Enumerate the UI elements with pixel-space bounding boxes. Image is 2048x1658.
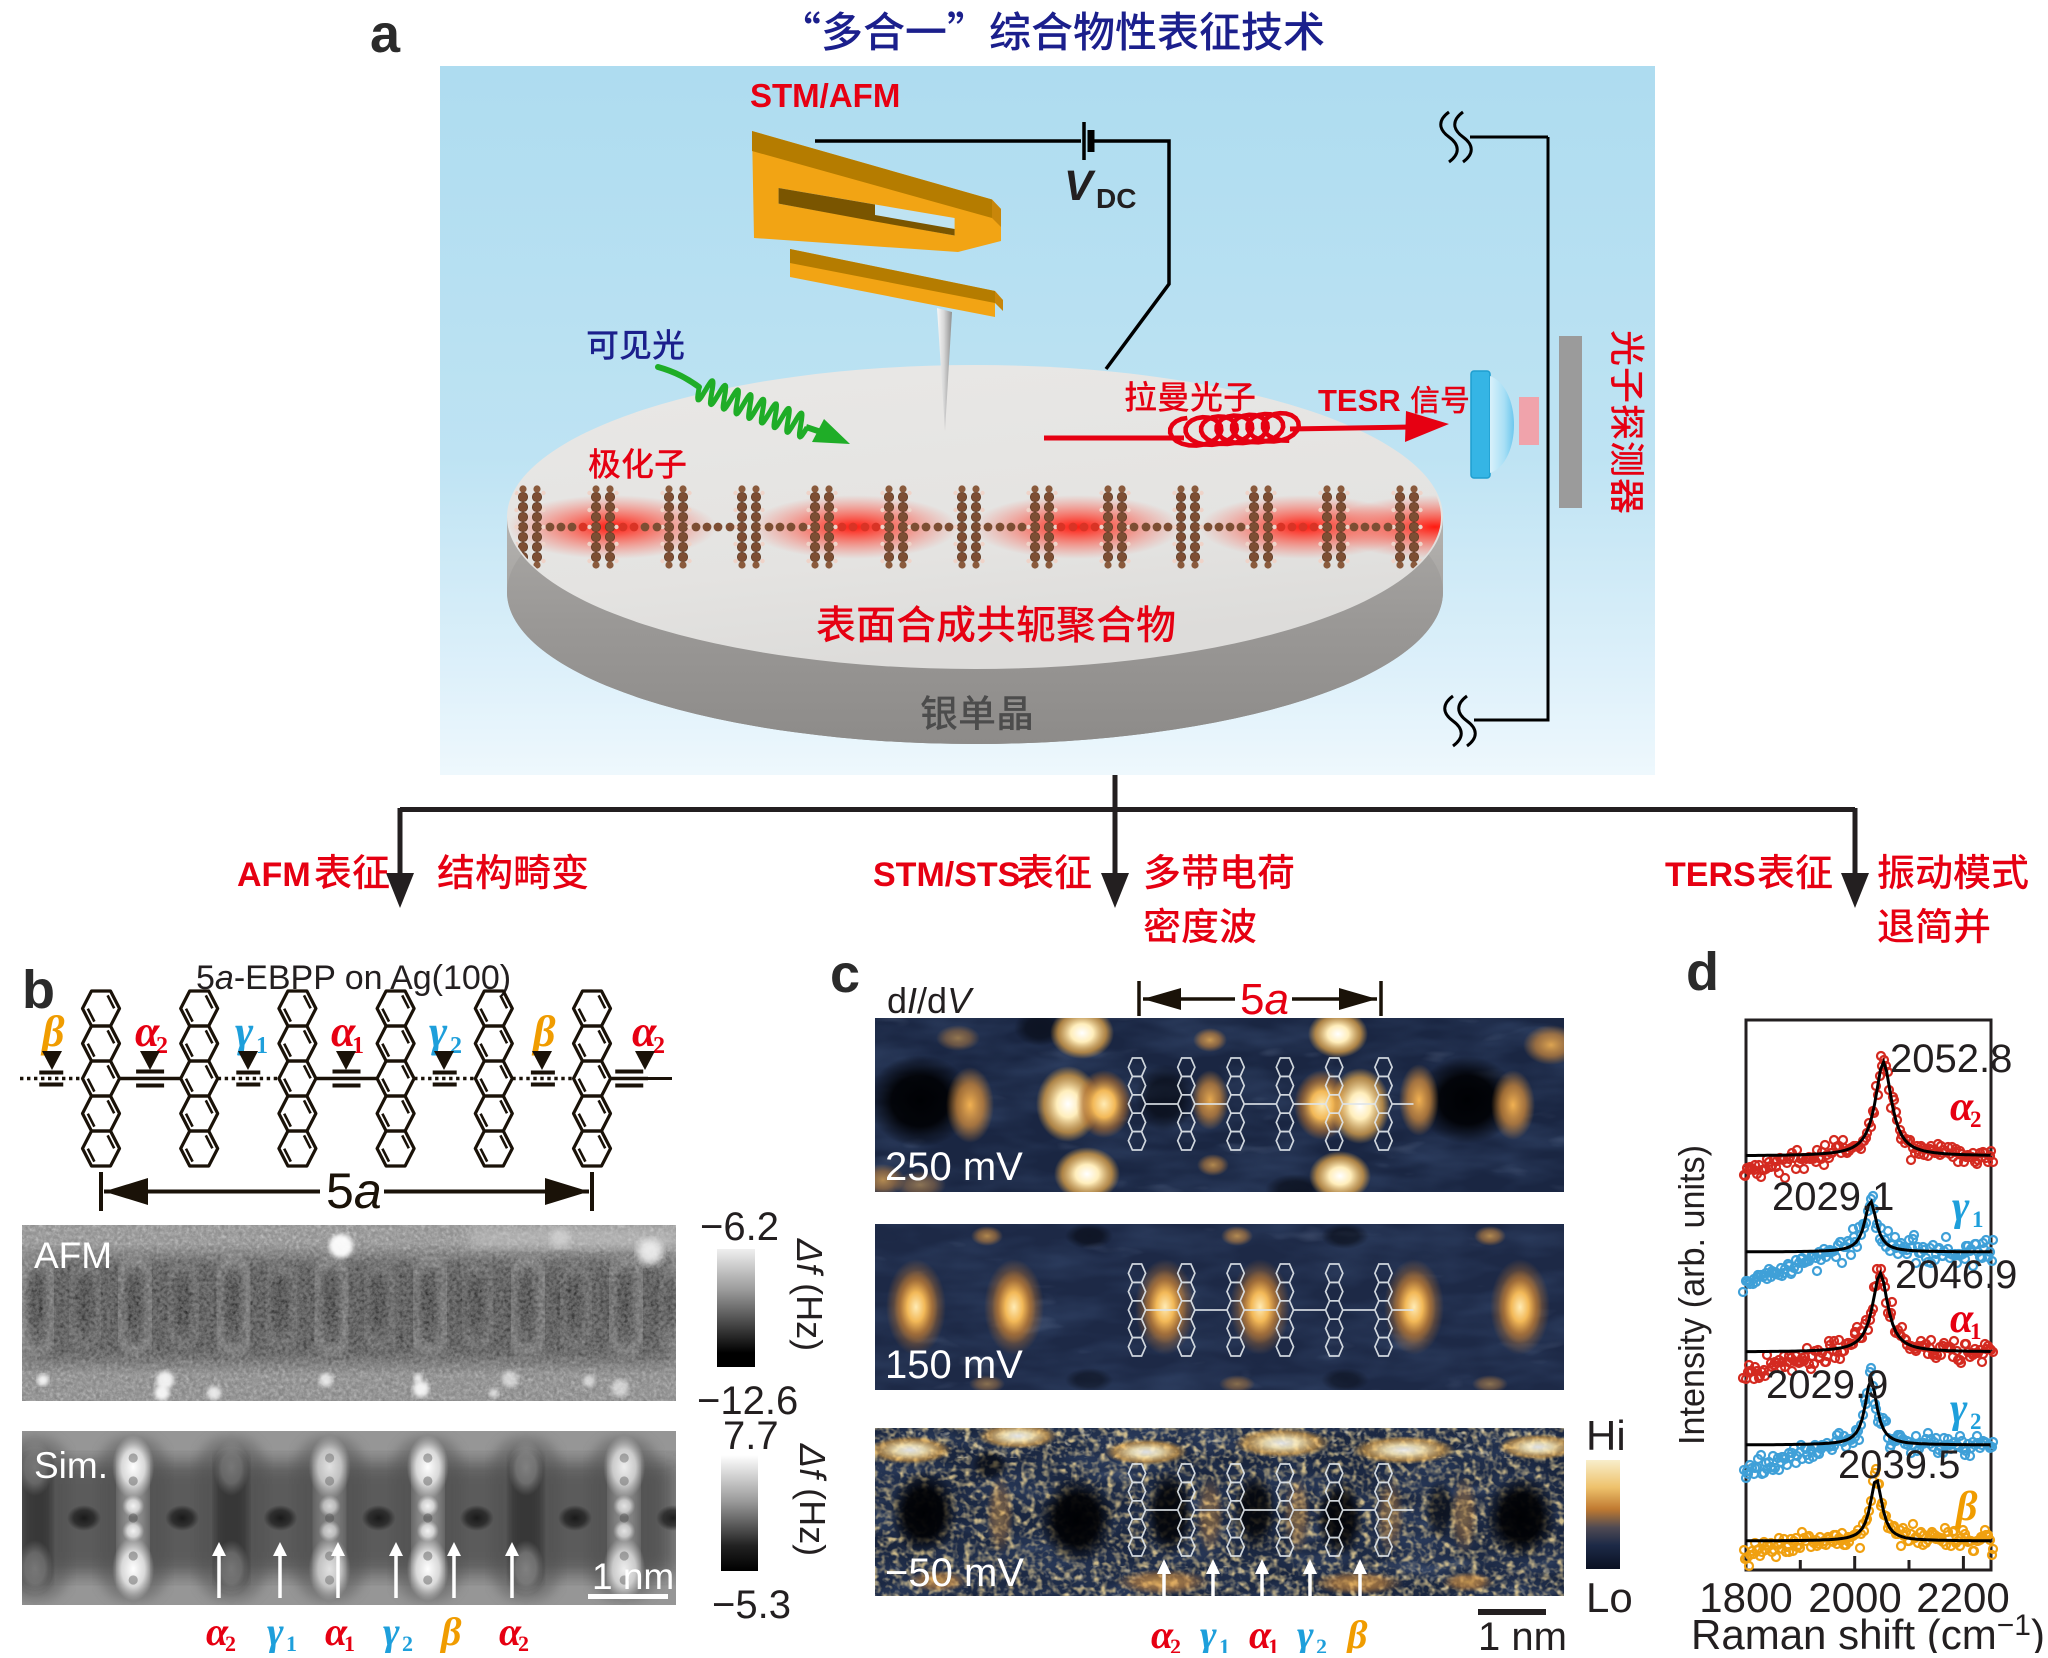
svg-text:α: α [1950, 1296, 1974, 1342]
svg-text:−6.2: −6.2 [700, 1205, 779, 1249]
svg-text:1: 1 [1970, 1319, 1982, 1344]
svg-text:Sim.: Sim. [34, 1445, 108, 1486]
svg-text:α: α [206, 1609, 229, 1653]
svg-text:d: d [1686, 942, 1719, 1002]
svg-text:γ: γ [235, 1007, 254, 1056]
svg-text:2: 2 [402, 1631, 413, 1653]
svg-text:−5.3: −5.3 [712, 1583, 791, 1627]
svg-text:α: α [632, 1007, 657, 1056]
svg-text:β: β [40, 1007, 65, 1056]
svg-text:γ: γ [1950, 1386, 1968, 1432]
svg-text:2: 2 [1970, 1409, 1982, 1434]
svg-text:γ: γ [1297, 1612, 1314, 1653]
svg-text:2200: 2200 [1916, 1574, 2009, 1621]
svg-text:5a: 5a [1240, 975, 1289, 1024]
svg-text:α: α [331, 1007, 356, 1056]
svg-text:150 mV: 150 mV [885, 1343, 1023, 1387]
svg-text:γ: γ [1952, 1184, 1970, 1230]
svg-text:Δf (Hz): Δf (Hz) [792, 1443, 833, 1556]
svg-text:2029.1: 2029.1 [1772, 1175, 1894, 1219]
svg-text:DC: DC [1096, 183, 1136, 214]
svg-text:2: 2 [518, 1631, 529, 1653]
svg-text:β: β [1954, 1484, 1978, 1530]
svg-text:Raman shift (cm−1): Raman shift (cm−1) [1691, 1609, 2045, 1653]
svg-text:c: c [830, 944, 860, 1004]
svg-text:7.7: 7.7 [723, 1414, 779, 1458]
svg-text:dI/dV: dI/dV [887, 980, 974, 1021]
svg-text:STM/AFM: STM/AFM [750, 77, 900, 114]
svg-text:1800: 1800 [1699, 1574, 1792, 1621]
svg-text:Intensity (arb. units): Intensity (arb. units) [1671, 1145, 1712, 1445]
svg-text:TERS: TERS [1665, 856, 1756, 894]
svg-text:AFM: AFM [237, 856, 311, 894]
svg-text:α: α [1249, 1612, 1272, 1653]
svg-text:−50 mV: −50 mV [885, 1551, 1024, 1595]
svg-text:1: 1 [286, 1631, 297, 1653]
svg-text:1 nm: 1 nm [592, 1556, 674, 1597]
svg-text:2: 2 [653, 1033, 665, 1059]
svg-text:5a: 5a [326, 1163, 382, 1219]
svg-text:Lo: Lo [1586, 1574, 1633, 1621]
svg-text:α: α [325, 1609, 348, 1653]
svg-text:2046.9: 2046.9 [1895, 1253, 2017, 1297]
svg-text:−12.6: −12.6 [697, 1379, 798, 1423]
svg-text:AFM: AFM [34, 1235, 112, 1276]
svg-text:β: β [1345, 1612, 1368, 1653]
svg-text:1: 1 [1268, 1634, 1279, 1653]
svg-text:β: β [531, 1007, 556, 1056]
svg-text:α: α [1950, 1084, 1974, 1130]
svg-text:5a-EBPP on Ag(100): 5a-EBPP on Ag(100) [196, 959, 511, 997]
svg-text:γ: γ [267, 1609, 284, 1653]
svg-text:b: b [22, 960, 55, 1020]
svg-text:Δf (Hz): Δf (Hz) [789, 1238, 830, 1351]
svg-text:γ: γ [1200, 1612, 1217, 1653]
svg-text:2000: 2000 [1808, 1574, 1901, 1621]
svg-text:α: α [135, 1007, 160, 1056]
svg-text:γ: γ [429, 1007, 448, 1056]
svg-text:1: 1 [1972, 1207, 1984, 1232]
svg-text:2029.9: 2029.9 [1766, 1363, 1888, 1407]
svg-text:2: 2 [1316, 1634, 1327, 1653]
svg-text:β: β [439, 1609, 462, 1653]
svg-text:1 nm: 1 nm [1478, 1615, 1567, 1653]
svg-text:2: 2 [1970, 1107, 1982, 1132]
svg-text:2052.8: 2052.8 [1890, 1037, 2012, 1081]
svg-text:TESR: TESR [1318, 383, 1401, 418]
svg-text:250 mV: 250 mV [885, 1145, 1023, 1189]
svg-text:1: 1 [1219, 1634, 1230, 1653]
svg-text:V: V [1064, 162, 1096, 210]
svg-text:α: α [1151, 1612, 1174, 1653]
svg-text:2: 2 [1170, 1634, 1181, 1653]
svg-text:2: 2 [225, 1631, 236, 1653]
svg-text:α: α [499, 1609, 522, 1653]
svg-text:1: 1 [256, 1033, 268, 1059]
svg-text:2039.5: 2039.5 [1838, 1443, 1960, 1487]
svg-text:STM/STS: STM/STS [873, 856, 1020, 894]
svg-text:a: a [370, 4, 401, 64]
svg-text:γ: γ [383, 1609, 400, 1653]
svg-text:Hi: Hi [1586, 1412, 1626, 1459]
svg-text:1: 1 [344, 1631, 355, 1653]
